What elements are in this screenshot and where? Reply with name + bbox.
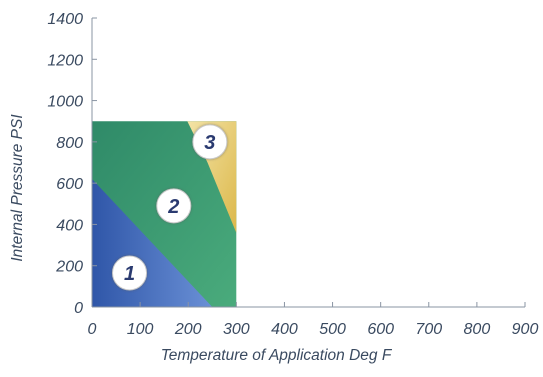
zone-badge-2: 2: [156, 188, 192, 224]
labels-layer: 0 200 400 600 800 1000 1200 1400 0 100 200 300 400 50…: [9, 11, 538, 364]
badge-label: 2: [167, 196, 179, 218]
y-tick-label: 200: [55, 259, 83, 276]
y-tick-label: 1400: [47, 11, 83, 28]
y-tick-label: 800: [56, 135, 83, 152]
y-tick-label: 400: [56, 217, 83, 234]
zone-badge-3: 3: [192, 124, 228, 160]
badge-circle: [112, 255, 148, 291]
y-tick-label: 1000: [47, 94, 83, 111]
x-tick-label: 800: [464, 321, 491, 338]
badges-layer: 1 2 3: [112, 124, 228, 291]
x-tick-label: 500: [319, 321, 346, 338]
zone-badge-1: 1: [112, 255, 148, 291]
y-tick-label: 0: [74, 300, 83, 317]
x-tick-label: 0: [88, 321, 97, 338]
x-tick-label: 700: [415, 321, 442, 338]
y-tick-label: 1200: [47, 52, 83, 69]
y-axis-title: Internal Pressure PSI: [9, 114, 26, 262]
axes-layer: [91, 17, 526, 308]
badge-label: 1: [124, 263, 135, 285]
y-tick-label: 600: [56, 176, 83, 193]
x-tick-label: 600: [367, 321, 394, 338]
x-tick-label: 900: [512, 321, 539, 338]
x-tick-label: 100: [127, 321, 154, 338]
badge-label: 3: [204, 132, 215, 154]
x-tick-label: 200: [174, 321, 202, 338]
x-tick-label: 300: [223, 321, 250, 338]
x-axis-title: Temperature of Application Deg F: [161, 347, 393, 364]
x-tick-label: 400: [271, 321, 298, 338]
badge-circle: [156, 188, 192, 224]
badge-circle: [192, 124, 228, 160]
